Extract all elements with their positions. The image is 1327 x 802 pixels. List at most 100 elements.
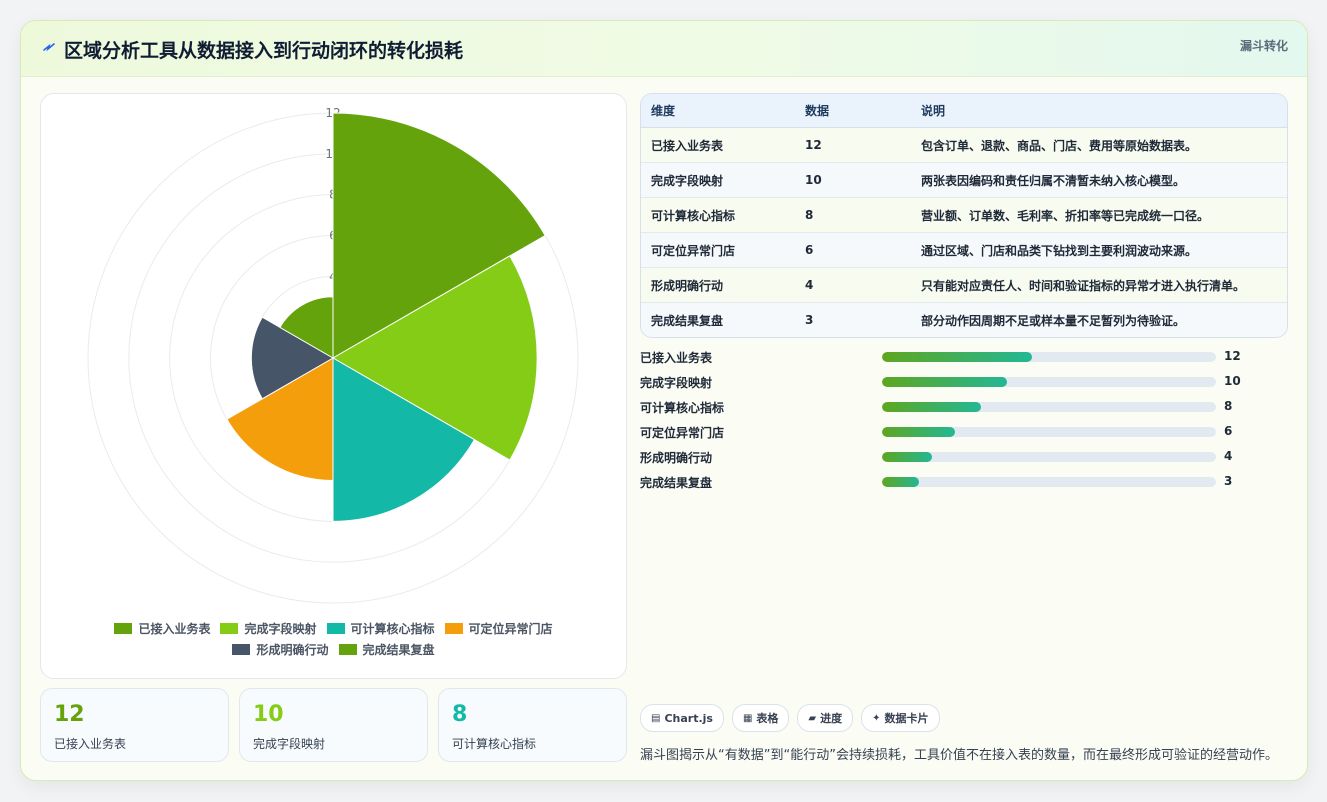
legend-swatch <box>444 623 463 634</box>
legend-item[interactable]: 形成明确行动 <box>232 641 329 658</box>
progress-track <box>882 352 1216 362</box>
stat-card: 12 已接入业务表 <box>40 688 229 762</box>
tag--3[interactable]: ✦ 数据卡片 <box>861 704 940 732</box>
stat-card: 8 可计算核心指标 <box>438 688 627 762</box>
polar-wedge[interactable] <box>332 357 476 522</box>
progress-icon: ▰ <box>808 712 817 724</box>
progress-row: 完成结果复盘 3 <box>640 470 1290 495</box>
polar-wedge[interactable] <box>331 255 538 461</box>
card-header: 区域分析工具从数据接入到行动闭环的转化损耗 漏斗转化 <box>21 21 1307 77</box>
value-cell: 12 <box>805 127 921 163</box>
legend-item[interactable]: 已接入业务表 <box>114 620 210 637</box>
dimension-cell: 可计算核心指标 <box>641 197 805 233</box>
legend-label: 完成字段映射 <box>244 622 317 636</box>
stat-label: 可计算核心指标 <box>452 737 537 751</box>
dimension-cell: 形成明确行动 <box>641 267 805 303</box>
legend-item[interactable]: 完成字段映射 <box>220 620 317 637</box>
legend-label: 可计算核心指标 <box>350 622 435 636</box>
progress-label: 形成明确行动 <box>640 451 713 465</box>
dimension-cell: 已接入业务表 <box>641 127 805 163</box>
progress-label: 完成结果复盘 <box>640 476 713 490</box>
table-header-row: 维度 数据 说明 <box>641 94 1287 128</box>
progress-fill <box>882 477 919 487</box>
column-header: 维度 <box>641 94 805 128</box>
progress-value: 8 <box>1224 399 1233 413</box>
stat-card: 10 完成字段映射 <box>239 688 428 762</box>
progress-row: 可定位异常门店 6 <box>640 420 1290 445</box>
legend-label: 已接入业务表 <box>138 622 211 636</box>
legend-item[interactable]: 完成结果复盘 <box>338 641 435 658</box>
sparkle-icon: ✦ <box>872 712 881 724</box>
progress-fill <box>882 452 933 462</box>
description-cell: 通过区域、门店和品类下钻找到主要利润波动来源。 <box>921 232 1287 268</box>
value-cell: 10 <box>805 162 921 198</box>
progress-track <box>882 427 1216 437</box>
progress-row: 可计算核心指标 8 <box>640 395 1290 420</box>
value-cell: 3 <box>805 302 921 337</box>
chart-icon: ▤ <box>651 712 661 724</box>
lightning-icon <box>43 43 55 52</box>
progress-label: 可计算核心指标 <box>640 401 725 415</box>
table-icon: ▦ <box>742 712 753 724</box>
column-header: 数据 <box>805 94 921 128</box>
progress-fill <box>882 427 956 437</box>
tech-tags: ▤ Chart.js ▦ 表格 ▰ 进度 ✦ 数据卡片 <box>640 704 940 732</box>
description-cell: 两张表因编码和责任归属不清暂未纳入核心模型。 <box>921 162 1287 198</box>
progress-label: 完成字段映射 <box>640 376 713 390</box>
table-row: 完成字段映射 10 两张表因编码和责任归属不清暂未纳入核心模型。 <box>641 162 1287 198</box>
progress-row: 形成明确行动 4 <box>640 445 1290 470</box>
tag-label: 进度 <box>820 712 843 725</box>
tag--2[interactable]: ▰ 进度 <box>797 704 854 732</box>
tag-label: Chart.js <box>664 711 713 725</box>
description-cell: 只有能对应责任人、时间和验证指标的异常才进入执行清单。 <box>921 267 1287 303</box>
tag--1[interactable]: ▦ 表格 <box>731 704 790 732</box>
progress-value: 12 <box>1224 349 1241 363</box>
legend-label: 形成明确行动 <box>256 643 329 657</box>
progress-fill <box>882 377 1008 387</box>
legend-item[interactable]: 可定位异常门店 <box>444 620 553 637</box>
progress-value: 10 <box>1224 374 1241 388</box>
progress-list: 已接入业务表 12 完成字段映射 10 可计算核心指标 8 可定位异常门店 6 形成明确行动 4 完… <box>640 345 1290 495</box>
description-cell: 包含订单、退款、商品、门店、费用等原始数据表。 <box>921 127 1287 163</box>
polar-wedge[interactable] <box>226 357 334 482</box>
polar-wedge[interactable] <box>279 296 334 359</box>
progress-value: 6 <box>1224 424 1233 438</box>
polar-wedge[interactable] <box>332 112 546 359</box>
stat-value: 12 <box>54 702 85 727</box>
progress-fill <box>882 352 1033 362</box>
legend-swatch <box>220 623 239 634</box>
dashboard-card: 区域分析工具从数据接入到行动闭环的转化损耗 漏斗转化 4681012 已接入业务… <box>20 20 1308 781</box>
table-row: 已接入业务表 12 包含订单、退款、商品、门店、费用等原始数据表。 <box>641 127 1287 163</box>
polar-area-chart: 4681012 <box>87 106 579 604</box>
tag-chart-js0[interactable]: ▤ Chart.js <box>640 704 724 732</box>
progress-fill <box>882 402 981 412</box>
column-header: 说明 <box>921 94 1287 128</box>
description-cell: 部分动作因周期不足或样本量不足暂列为待验证。 <box>921 302 1287 337</box>
legend-item[interactable]: 可计算核心指标 <box>326 620 435 637</box>
stat-label: 完成字段映射 <box>253 737 326 751</box>
legend-swatch <box>326 623 345 634</box>
table-row: 完成结果复盘 3 部分动作因周期不足或样本量不足暂列为待验证。 <box>641 302 1287 337</box>
footer-note: 漏斗图揭示从“有数据”到“能行动”会持续损耗，工具价值不在接入表的数量，而在最终… <box>640 748 1278 763</box>
polar-chart-panel: 4681012 已接入业务表 完成字段映射 可计算核心指标 可定位异常门店 形成明确行… <box>40 93 627 679</box>
dimension-cell: 完成字段映射 <box>641 162 805 198</box>
progress-track <box>882 477 1216 487</box>
page-title: 区域分析工具从数据接入到行动闭环的转化损耗 <box>64 40 464 62</box>
table-row: 可定位异常门店 6 通过区域、门店和品类下钻找到主要利润波动来源。 <box>641 232 1287 268</box>
value-cell: 4 <box>805 267 921 303</box>
progress-value: 4 <box>1224 449 1233 463</box>
polar-wedge[interactable] <box>250 316 335 400</box>
data-table: 维度 数据 说明 已接入业务表 12 包含订单、退款、商品、门店、费用等原始数据表。… <box>640 93 1288 338</box>
progress-label: 可定位异常门店 <box>640 426 725 440</box>
progress-track <box>882 452 1216 462</box>
stat-value: 8 <box>452 702 468 727</box>
progress-row: 完成字段映射 10 <box>640 370 1290 395</box>
progress-value: 3 <box>1224 474 1233 488</box>
description-cell: 营业额、订单数、毛利率、折扣率等已完成统一口径。 <box>921 197 1287 233</box>
stat-value: 10 <box>253 702 284 727</box>
table-row: 可计算核心指标 8 营业额、订单数、毛利率、折扣率等已完成统一口径。 <box>641 197 1287 233</box>
dimension-cell: 完成结果复盘 <box>641 302 805 337</box>
progress-track <box>882 402 1216 412</box>
value-cell: 8 <box>805 197 921 233</box>
value-cell: 6 <box>805 232 921 268</box>
